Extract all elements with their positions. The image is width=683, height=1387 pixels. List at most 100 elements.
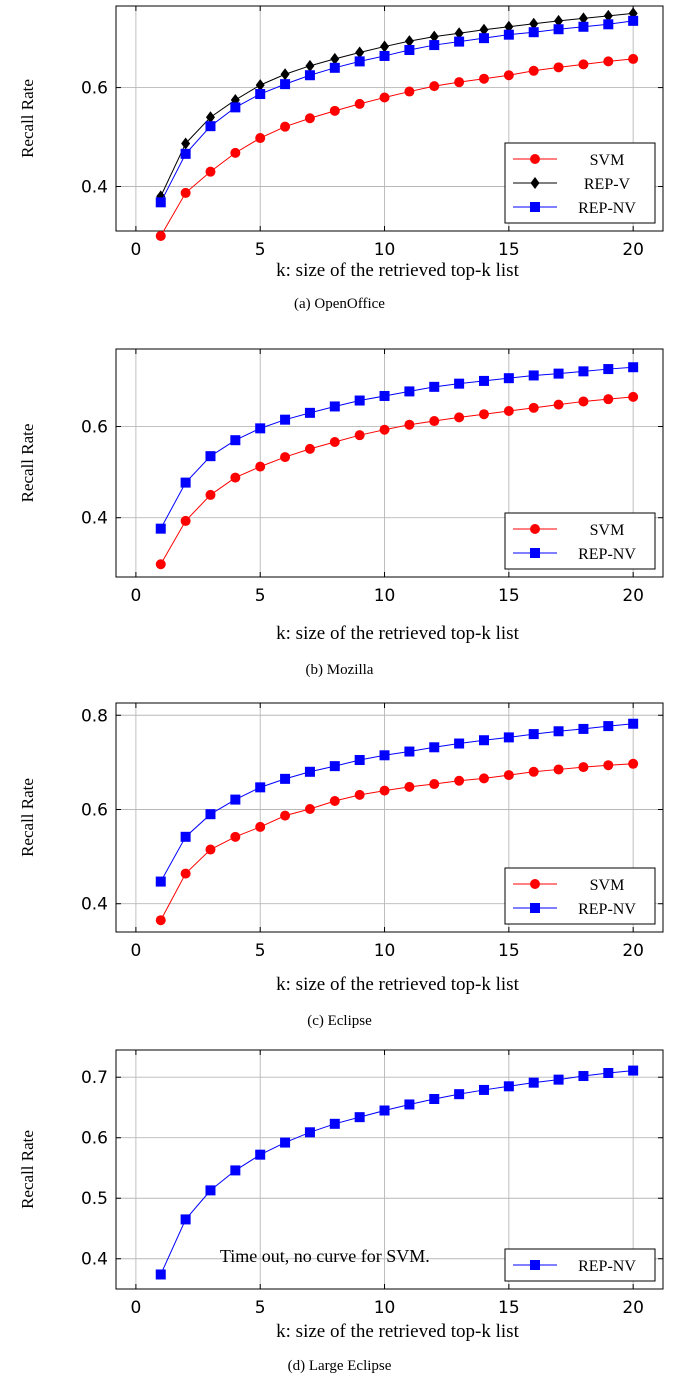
data-point-rep-nv bbox=[304, 766, 315, 777]
data-point-rep-nv bbox=[354, 56, 365, 67]
data-point-svm bbox=[454, 77, 465, 88]
chart-caption: (c) Eclipse bbox=[307, 1013, 372, 1029]
data-point-rep-nv bbox=[429, 742, 440, 753]
data-point-rep-nv bbox=[155, 1269, 166, 1280]
chart-4: 0 5 10 15 20 0.4 0.5 0.6 0.7 Recall Rate k: size o… bbox=[18, 1049, 664, 1374]
data-point-rep-nv bbox=[628, 15, 639, 26]
data-point-rep-nv bbox=[404, 45, 415, 56]
data-point-rep-v bbox=[181, 137, 191, 150]
data-point-rep-nv bbox=[255, 1149, 266, 1160]
data-point-rep-nv bbox=[578, 723, 589, 734]
data-point-svm bbox=[603, 760, 614, 771]
data-point-rep-nv bbox=[478, 375, 489, 386]
data-point-rep-nv bbox=[553, 368, 564, 379]
x-tick-label: 10 bbox=[374, 1298, 396, 1318]
y-tick-label: 0.5 bbox=[81, 1189, 108, 1209]
legend: SVM REP-NV bbox=[504, 512, 656, 570]
data-point-svm bbox=[329, 796, 340, 807]
legend-label-rep-nv: REP-NV bbox=[578, 1258, 636, 1275]
data-point-svm bbox=[528, 402, 539, 413]
data-point-rep-nv bbox=[379, 390, 390, 401]
data-point-svm bbox=[205, 166, 216, 177]
data-point-svm bbox=[578, 762, 589, 773]
x-axis-label: k: size of the retrieved top-k list bbox=[276, 974, 519, 995]
data-point-svm bbox=[478, 409, 489, 420]
data-point-rep-nv bbox=[578, 1071, 589, 1082]
data-point-svm bbox=[503, 406, 514, 417]
x-tick-label: 0 bbox=[130, 1298, 141, 1318]
data-point-svm bbox=[354, 789, 365, 800]
data-point-rep-nv bbox=[379, 750, 390, 761]
data-point-svm bbox=[404, 781, 415, 792]
y-axis-label: Recall Rate bbox=[18, 778, 37, 857]
data-point-rep-v bbox=[380, 40, 390, 53]
legend-marker-rep-nv bbox=[530, 1260, 540, 1270]
data-point-rep-nv bbox=[429, 1094, 440, 1105]
data-point-svm bbox=[230, 147, 241, 158]
data-point-svm bbox=[329, 105, 340, 116]
data-point-svm bbox=[155, 230, 166, 241]
legend: SVM REP-NV bbox=[504, 867, 656, 925]
legend: SVM REP-V REP-NV bbox=[504, 142, 656, 224]
legend-box bbox=[504, 867, 656, 925]
y-tick-label: 0.6 bbox=[81, 418, 108, 438]
data-point-svm bbox=[578, 396, 589, 407]
x-tick-label: 0 bbox=[130, 240, 141, 260]
data-point-rep-nv bbox=[578, 366, 589, 377]
data-point-svm bbox=[155, 559, 166, 570]
chart-caption: (b) Mozilla bbox=[306, 662, 374, 678]
y-tick-label: 0.6 bbox=[81, 1129, 108, 1149]
data-point-rep-nv bbox=[255, 782, 266, 793]
data-point-svm bbox=[454, 775, 465, 786]
data-point-rep-v bbox=[305, 59, 315, 72]
data-point-svm bbox=[280, 810, 291, 821]
data-point-rep-nv bbox=[280, 1137, 291, 1148]
data-point-rep-nv bbox=[155, 523, 166, 534]
data-point-svm bbox=[578, 59, 589, 70]
legend-marker-svm bbox=[530, 154, 540, 164]
data-point-svm bbox=[553, 399, 564, 410]
x-tick-label: 15 bbox=[498, 1298, 520, 1318]
data-point-svm bbox=[628, 391, 639, 402]
data-point-rep-v bbox=[255, 79, 265, 92]
data-point-rep-v bbox=[479, 23, 489, 36]
y-tick-label: 0.8 bbox=[81, 706, 108, 726]
data-point-svm bbox=[379, 424, 390, 435]
x-tick-label: 15 bbox=[498, 586, 520, 606]
y-axis-label: Recall Rate bbox=[18, 424, 37, 503]
data-point-rep-nv bbox=[628, 718, 639, 729]
data-point-rep-v bbox=[529, 17, 539, 30]
data-point-svm bbox=[628, 53, 639, 64]
data-point-rep-nv bbox=[528, 370, 539, 381]
legend-marker-rep-nv bbox=[530, 202, 540, 212]
data-point-rep-nv bbox=[379, 50, 390, 61]
data-point-rep-nv bbox=[230, 1165, 241, 1176]
data-point-rep-nv bbox=[280, 414, 291, 425]
x-tick-label: 10 bbox=[374, 240, 396, 260]
data-point-svm bbox=[354, 430, 365, 441]
data-point-rep-nv bbox=[404, 386, 415, 397]
data-point-svm bbox=[528, 766, 539, 777]
data-point-rep-v bbox=[404, 35, 414, 48]
data-point-rep-nv bbox=[503, 29, 514, 40]
data-point-svm bbox=[304, 804, 315, 815]
legend: REP-NV bbox=[504, 1248, 656, 1282]
data-point-svm bbox=[429, 81, 440, 92]
x-tick-label: 10 bbox=[374, 941, 396, 961]
data-point-rep-v bbox=[578, 12, 588, 25]
plot-frame bbox=[115, 348, 664, 578]
x-tick-label: 20 bbox=[622, 586, 644, 606]
x-tick-label: 5 bbox=[255, 240, 266, 260]
legend-marker-rep-nv bbox=[530, 548, 540, 558]
data-point-svm bbox=[280, 121, 291, 132]
data-point-rep-nv bbox=[454, 36, 465, 47]
data-point-rep-nv bbox=[553, 726, 564, 737]
legend-box bbox=[504, 512, 656, 570]
legend-marker-svm bbox=[530, 524, 540, 534]
data-point-rep-nv bbox=[205, 809, 216, 820]
x-axis-label: k: size of the retrieved top-k list bbox=[276, 1321, 519, 1342]
data-point-rep-nv bbox=[478, 735, 489, 746]
x-tick-label: 20 bbox=[622, 240, 644, 260]
chart-3: 0 5 10 15 20 0.4 0.6 0.8 Recall Rate k: size of t… bbox=[18, 702, 664, 1029]
